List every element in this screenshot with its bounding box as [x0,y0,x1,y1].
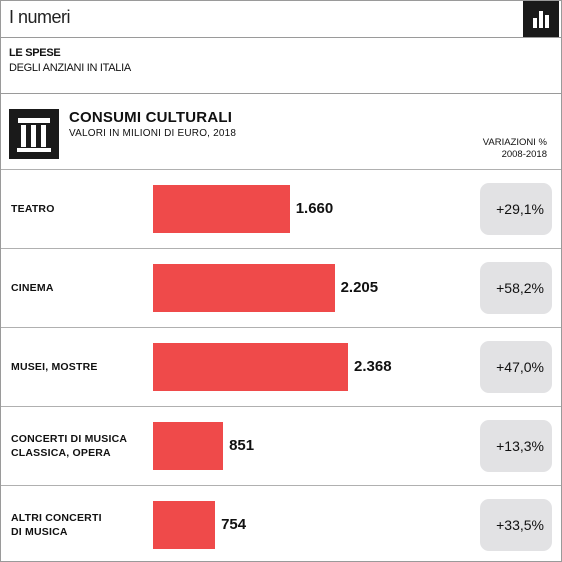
chart-subtitle: VALORI IN MILIONI DI EURO, 2018 [69,128,237,139]
category-label-line: CINEMA [11,281,54,294]
row-separator [1,169,561,170]
variation-header-line2: 2008-2018 [501,149,547,160]
museum-building-icon [9,109,59,159]
section-title: I numeri [9,7,71,27]
variation-badge: +58,2% [480,261,552,314]
row-separator [1,406,561,407]
row-separator [1,248,561,249]
category-label-line: MUSEI, MOSTRE [11,360,98,373]
chart-title: CONSUMI CULTURALI [69,109,233,126]
divider [1,93,561,94]
variation-badge: +29,1% [480,182,552,235]
bar-value-label: 2.368 [354,357,392,375]
bar [153,184,290,233]
category-label-line: CONCERTI DI MUSICA [11,432,128,445]
variation-badge: +13,3% [480,419,552,472]
category-label: ALTRI CONCERTI DI MUSICA [11,511,141,539]
category-label-line: CLASSICA, OPERA [11,446,111,459]
variation-header-line1: VARIAZIONI % [482,137,547,148]
category-label-line: TEATRO [11,202,55,215]
bar-chart-icon [523,1,559,37]
variation-header: VARIAZIONI % 2008-2018 [467,137,547,161]
row-separator [1,327,561,328]
subheading-line1: LE SPESE [9,47,61,59]
category-label: TEATRO [11,202,141,216]
bar [153,500,216,549]
bar-value-label: 2.205 [340,278,379,296]
section-header: I numeri [1,1,561,38]
bar [153,421,224,470]
subheading: LE SPESE DEGLI ANZIANI IN ITALIA [9,47,131,74]
category-label: CINEMA [11,281,141,295]
category-label: MUSEI, MOSTRE [11,360,141,374]
category-label: CONCERTI DI MUSICA CLASSICA, OPERA [11,432,141,460]
category-label-line: DI MUSICA [11,525,68,538]
bar [153,263,335,312]
bar-value-label: 1.660 [295,199,334,217]
variation-badge: +47,0% [480,340,552,393]
bar [153,342,348,391]
bar-value-label: 754 [221,515,247,533]
subheading-line2: DEGLI ANZIANI IN ITALIA [9,62,131,74]
variation-badge: +33,5% [480,498,552,551]
category-label-line: ALTRI CONCERTI [11,511,102,524]
bar-value-label: 851 [229,436,255,454]
row-separator [1,485,561,486]
